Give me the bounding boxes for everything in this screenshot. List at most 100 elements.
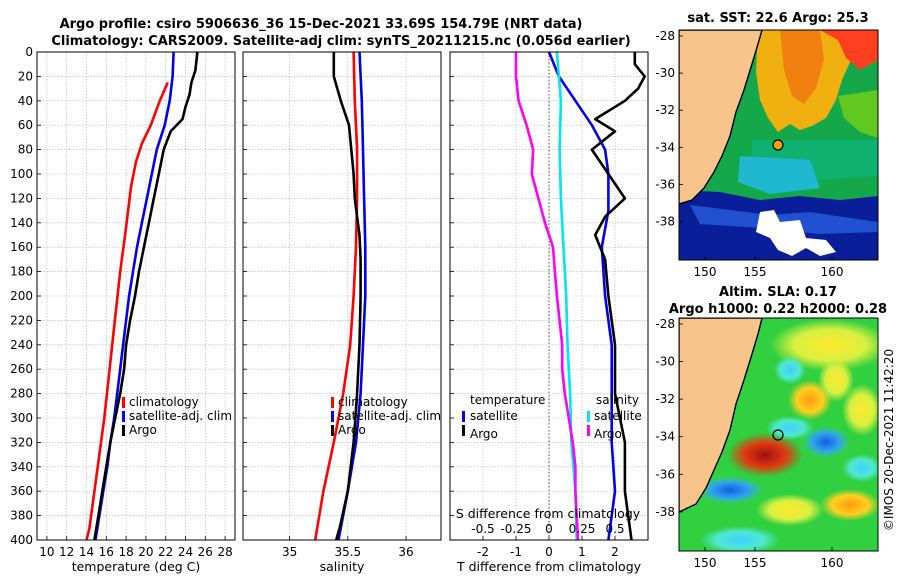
legend-label-t-satellite: satellite (470, 409, 518, 423)
temperature-panel: 0 20 40 60 80 100 120 140 160 180 200 220 240 260 280 3… (10, 45, 236, 574)
s-diff-tick-label: 0.25 (569, 522, 596, 536)
series-group (313, 52, 367, 540)
y-tick-label: 0 (25, 45, 33, 59)
sla-land (679, 318, 763, 513)
sla-yellow-south (756, 494, 824, 526)
y-tick-label: 400 (10, 533, 33, 547)
sst-argo-marker (772, 139, 784, 151)
x-tick-label: 10 (39, 545, 54, 559)
x-axis-label: T difference from climatology (456, 559, 642, 574)
sla-cyan-mid (766, 416, 814, 440)
x-tick-label: -1 (510, 545, 522, 559)
map-x-tick-label: 160 (821, 265, 844, 279)
sla-argo-marker (772, 429, 784, 441)
map-y-tick-label: -36 (655, 467, 675, 481)
map-x-tick-label: 150 (694, 556, 717, 570)
series-line-s-satellite-clim (555, 52, 578, 540)
legend-swatch-t-satellite (462, 411, 465, 422)
legend-label-s-argo: Argo (594, 427, 622, 441)
legend-swatch-argo (122, 425, 125, 436)
x-tick-label: 12 (59, 545, 74, 559)
legend-label-satellite: satellite-adj. clim (338, 409, 441, 423)
sst-land (679, 30, 763, 205)
plot-frame (36, 51, 236, 541)
map-y-tick-label: -30 (655, 66, 675, 80)
sla-yellow-east (842, 384, 878, 436)
series-line-t-satellite-clim (547, 52, 617, 540)
series-line-satellite-adj-clim (337, 52, 367, 540)
x-tick-label: 22 (158, 545, 173, 559)
y-tick-label: 340 (10, 460, 33, 474)
x-tick-label: 24 (178, 545, 193, 559)
map-y-tick-label: -32 (655, 392, 675, 406)
x-tick-label: 20 (138, 545, 153, 559)
x-tick-label: 18 (118, 545, 133, 559)
legend-swatch-s-satellite (587, 411, 590, 422)
series-line-s-argo-clim (514, 52, 580, 540)
legend-swatch-climatology (122, 397, 125, 408)
x-tick-label: 2 (611, 545, 619, 559)
plot-frame (449, 51, 649, 541)
sst-cloud-mask (756, 210, 836, 256)
legend-title-salinity: salinity (596, 393, 639, 407)
map-x-tick-label: 150 (694, 265, 717, 279)
s-diff-tick-label: -0.25 (500, 522, 531, 536)
map-y-tick-label: -30 (655, 355, 675, 369)
sst-map (679, 30, 878, 260)
y-tick-label: 80 (18, 143, 33, 157)
x-axis-label: salinity (320, 559, 365, 574)
y-tick-label: 360 (10, 484, 33, 498)
salinity-panel: 35 35.5 36 salinity (242, 51, 442, 574)
sla-cyan-south (700, 526, 780, 551)
watermark: ©IMOS 20-Dec-2021 11:42:20 (882, 349, 896, 531)
y-tick-label: 140 (10, 216, 33, 230)
x-tick-label: 36 (398, 545, 413, 559)
sla-cyan-north (774, 356, 806, 384)
series-line-climatology (313, 52, 359, 540)
map-y-tick-label: -38 (655, 505, 675, 519)
y-tick-label: 40 (18, 94, 33, 108)
legend-swatch-s-argo (587, 425, 590, 436)
legend-label-climatology: climatology (338, 395, 408, 409)
legend-swatch-climatology (331, 397, 334, 408)
series-line-climatology (85, 81, 169, 540)
legend-label-climatology: climatology (129, 395, 199, 409)
legend-label-argo: Argo (338, 423, 366, 437)
x-tick-label: 28 (217, 545, 232, 559)
map-x-tick-label: 155 (744, 265, 767, 279)
sla-red-eddy (727, 433, 803, 477)
y-tick-label: 240 (10, 338, 33, 352)
y-tick-label: 300 (10, 411, 33, 425)
title-line2: Climatology: CARS2009. Satellite-adj cli… (51, 34, 630, 49)
y-tick-label: 100 (10, 167, 33, 181)
map-y-tick-label: -32 (655, 103, 675, 117)
x-tick-label: 35.5 (334, 545, 361, 559)
series-line-argo (332, 52, 362, 540)
sla-yellow-mid (818, 358, 854, 402)
sla-map-frame (678, 317, 879, 552)
sla-map-axes: 150 155 160 -28 -30 -32 -34 -36 -38 (655, 317, 843, 570)
legend-label-satellite: satellite-adj. clim (129, 409, 232, 423)
sla-orange-south (820, 489, 878, 521)
legend-label-t-argo: Argo (470, 427, 498, 441)
sst-cold-band (690, 205, 878, 234)
legend-title-temperature: temperature (470, 393, 545, 407)
map-y-tick-label: -38 (655, 214, 675, 228)
salinity-legend: climatology satellite-adj. clim Argo (331, 395, 441, 437)
sst-map-axes: 150 155 160 -28 -30 -32 -34 -36 -38 (655, 29, 843, 279)
y-tick-label: 180 (10, 265, 33, 279)
plot-frame (242, 51, 442, 541)
sla-map-title1: Altim. SLA: 0.17 (719, 285, 837, 300)
sst-lightgreen-patch (838, 90, 878, 138)
y-tick-label: 60 (18, 118, 33, 132)
sla-cyan-east (842, 454, 878, 482)
y-tick-label: 220 (10, 313, 33, 327)
sla-blue-southwest (696, 476, 764, 504)
map-x-tick-label: 155 (744, 556, 767, 570)
legend-swatch-satellite (122, 411, 125, 422)
sla-map-title2: Argo h1000: 0.22 h2000: 0.28 (669, 302, 887, 317)
s-diff-tick-label: -0.5 (471, 522, 494, 536)
y-tick-label: 380 (10, 509, 33, 523)
map-y-tick-label: -36 (655, 177, 675, 191)
